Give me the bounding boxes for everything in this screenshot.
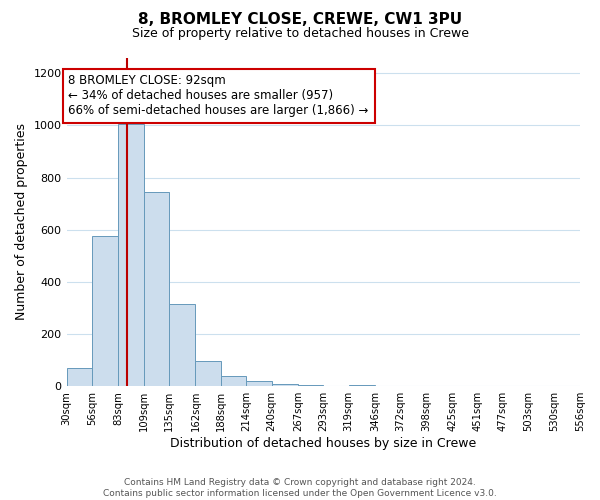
Bar bbox=[221, 376, 246, 386]
Bar bbox=[298, 385, 323, 386]
Text: 8, BROMLEY CLOSE, CREWE, CW1 3PU: 8, BROMLEY CLOSE, CREWE, CW1 3PU bbox=[138, 12, 462, 28]
Bar bbox=[92, 236, 118, 386]
Bar bbox=[118, 124, 143, 386]
Text: 8 BROMLEY CLOSE: 92sqm
← 34% of detached houses are smaller (957)
66% of semi-de: 8 BROMLEY CLOSE: 92sqm ← 34% of detached… bbox=[68, 74, 369, 118]
Bar bbox=[169, 304, 196, 386]
Bar bbox=[272, 384, 298, 386]
X-axis label: Distribution of detached houses by size in Crewe: Distribution of detached houses by size … bbox=[170, 437, 476, 450]
Bar bbox=[67, 368, 92, 386]
Bar bbox=[196, 362, 221, 386]
Bar bbox=[349, 385, 375, 386]
Bar bbox=[143, 192, 169, 386]
Text: Contains HM Land Registry data © Crown copyright and database right 2024.
Contai: Contains HM Land Registry data © Crown c… bbox=[103, 478, 497, 498]
Y-axis label: Number of detached properties: Number of detached properties bbox=[15, 124, 28, 320]
Text: Size of property relative to detached houses in Crewe: Size of property relative to detached ho… bbox=[131, 28, 469, 40]
Bar bbox=[246, 381, 272, 386]
